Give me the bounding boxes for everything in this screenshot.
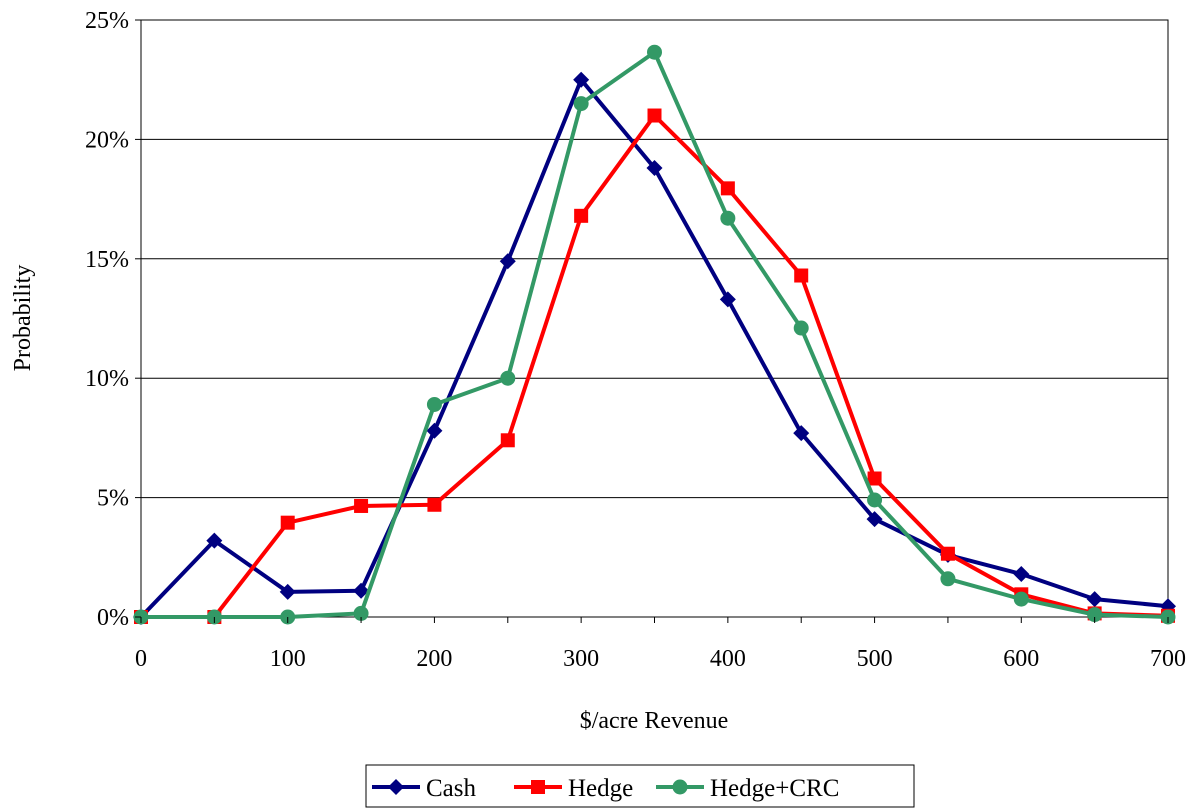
series-line-hedge xyxy=(141,113,1169,619)
x-tick-label: 700 xyxy=(1150,646,1186,672)
y-tick-label: 20% xyxy=(85,127,129,153)
x-tick-label: 600 xyxy=(1003,646,1039,672)
legend-label: Hedge+CRC xyxy=(710,775,839,802)
x-tick-label: 200 xyxy=(416,646,452,672)
data-point xyxy=(1087,607,1103,623)
data-point xyxy=(940,546,955,561)
x-tick-label: 0 xyxy=(135,646,147,672)
legend: Cash Hedge Hedge+CRC xyxy=(365,764,915,808)
data-point xyxy=(500,433,515,448)
legend-item-hedge: Hedge xyxy=(514,775,633,802)
legend-marker xyxy=(531,780,545,794)
x-axis-title: $/acre Revenue xyxy=(580,708,729,734)
y-axis-title: Probability xyxy=(10,265,36,372)
legend-item-cash: Cash xyxy=(372,775,477,802)
grid-lines xyxy=(141,138,1168,499)
x-tick-label: 400 xyxy=(710,646,746,672)
data-point xyxy=(499,253,516,270)
data-point xyxy=(279,583,296,600)
data-point xyxy=(574,208,589,223)
data-point xyxy=(206,532,223,549)
data-point xyxy=(866,511,883,528)
data-point xyxy=(867,492,883,508)
legend-label: Cash xyxy=(426,775,477,802)
data-point xyxy=(280,515,295,530)
data-point xyxy=(793,425,810,442)
data-point xyxy=(720,210,736,226)
series-layer xyxy=(133,44,1176,625)
series-hedge-crc xyxy=(133,44,1176,625)
legend-label: Hedge xyxy=(568,775,633,802)
data-point xyxy=(720,181,735,196)
legend-frame xyxy=(365,764,915,808)
y-axis-ticks: 0% 5% 10% 15% 20% 25% xyxy=(85,8,141,631)
series-hedge xyxy=(134,108,1175,624)
y-tick-label: 5% xyxy=(97,486,129,512)
x-tick-label: 500 xyxy=(857,646,893,672)
y-tick-label: 10% xyxy=(85,366,129,392)
data-point xyxy=(1013,566,1030,583)
series-cash xyxy=(133,71,1176,625)
data-point xyxy=(573,71,590,88)
data-point xyxy=(1086,591,1103,608)
data-point xyxy=(426,422,443,439)
data-point xyxy=(426,396,442,412)
data-point xyxy=(719,291,736,308)
data-point xyxy=(353,605,369,621)
data-point xyxy=(867,471,882,486)
data-point xyxy=(1013,591,1029,607)
legend-marker xyxy=(388,779,404,795)
data-point xyxy=(573,96,589,112)
data-point xyxy=(353,582,370,599)
data-point xyxy=(646,160,663,177)
y-tick-label: 0% xyxy=(97,605,129,631)
x-axis-ticks: 0 100 200 300 400 500 600 700 xyxy=(135,617,1186,672)
series-line-hedge-crc xyxy=(141,50,1169,619)
data-point xyxy=(427,497,442,512)
y-tick-label: 15% xyxy=(85,247,129,273)
x-tick-label: 300 xyxy=(563,646,599,672)
data-point xyxy=(647,108,662,123)
data-point xyxy=(794,268,809,283)
data-point xyxy=(500,370,516,386)
legend-marker xyxy=(672,779,688,795)
data-point xyxy=(354,498,369,513)
x-tick-label: 100 xyxy=(270,646,306,672)
data-point xyxy=(793,320,809,336)
data-point xyxy=(647,44,662,60)
y-tick-label: 25% xyxy=(85,8,129,34)
data-point xyxy=(940,571,956,587)
legend-item-hedge-crc: Hedge+CRC xyxy=(656,775,839,802)
